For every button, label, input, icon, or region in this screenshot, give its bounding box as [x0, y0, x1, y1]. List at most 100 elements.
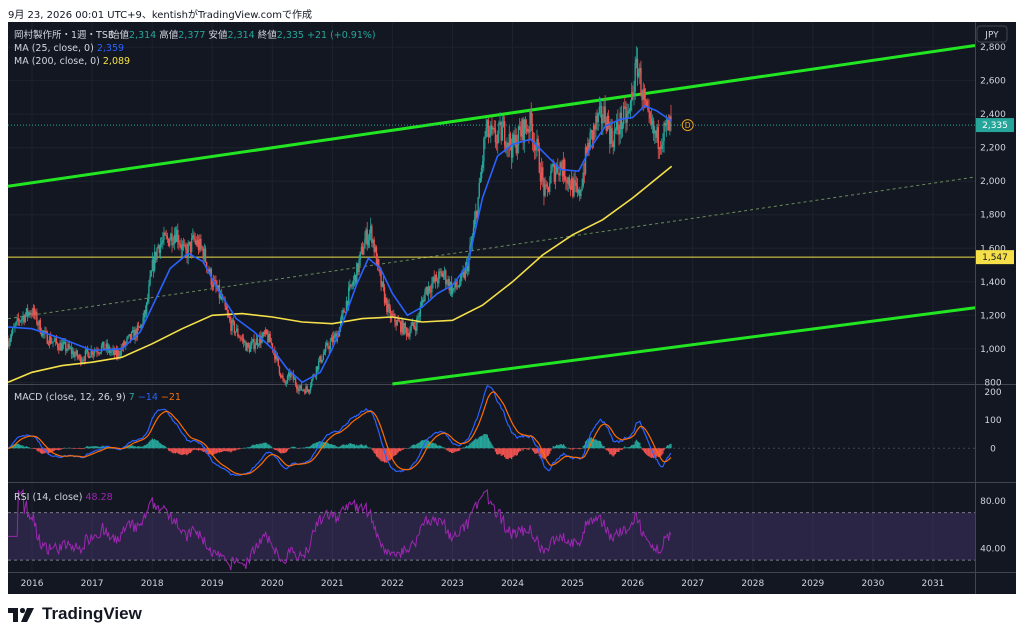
macd-histogram-bar — [432, 442, 434, 449]
macd-histogram-bar — [84, 447, 86, 449]
macd-histogram-bar — [146, 444, 148, 449]
candle-body — [529, 109, 531, 133]
macd-histogram-bar — [427, 440, 430, 449]
candle-body — [106, 343, 109, 351]
candle-body — [151, 259, 154, 272]
candle-body — [396, 319, 398, 326]
tradingview-logo[interactable]: TradingView — [8, 604, 142, 624]
macd-histogram-bar — [382, 448, 384, 462]
macd-histogram-bar — [191, 448, 193, 452]
candle-body — [351, 285, 353, 287]
candle-body — [570, 178, 573, 190]
macd-histogram-bar — [290, 447, 292, 449]
candle-body — [528, 129, 530, 133]
macd-histogram-bar — [46, 448, 48, 454]
candle-body — [448, 279, 450, 291]
candle-body — [55, 338, 58, 344]
macd-histogram-bar — [461, 448, 463, 449]
candle-body — [658, 147, 661, 150]
macd-histogram-bar — [139, 446, 141, 449]
candle-body — [259, 335, 261, 345]
candle-body — [562, 159, 565, 177]
candle-body — [580, 189, 582, 197]
candle-body — [632, 92, 634, 97]
channel-upper-line — [7, 43, 976, 188]
macd-histogram-bar — [515, 448, 517, 456]
candle-body — [264, 329, 267, 334]
candle-body — [233, 321, 236, 334]
macd-histogram-bar — [149, 440, 151, 449]
macd-histogram-bar — [535, 448, 537, 454]
candle-body — [175, 229, 178, 242]
candle-body — [514, 135, 516, 144]
macd-histogram-bar — [534, 448, 536, 454]
macd-histogram-bar — [358, 445, 360, 449]
macd-histogram-bar — [298, 448, 300, 449]
macd-histogram-bar — [650, 448, 652, 458]
macd-histogram-bar — [572, 448, 574, 450]
candle-body — [212, 280, 215, 288]
macd-histogram-bar — [450, 448, 453, 454]
macd-histogram-bar — [29, 447, 31, 449]
candle-body — [408, 332, 410, 337]
macd-histogram-bar — [357, 445, 359, 449]
macd-histogram-bar — [231, 448, 233, 452]
candle-body — [82, 359, 84, 361]
candle-body — [308, 390, 311, 393]
macd-histogram-bar — [459, 448, 461, 451]
chart-svg[interactable]: D 2,800 2,600 2,400 2,200 2,000 1,800 1,600 1,4… — [7, 22, 1016, 594]
macd-histogram-bar — [400, 448, 402, 452]
candle-body — [67, 344, 69, 350]
macd-histogram-bar — [562, 444, 565, 449]
candle-body — [602, 121, 604, 124]
macd-histogram-bar — [454, 448, 456, 452]
macd-histogram-bar — [356, 444, 358, 449]
candle-body — [182, 244, 185, 246]
candle-body — [296, 384, 298, 390]
candle-body — [318, 361, 320, 370]
candle-body — [629, 101, 632, 111]
macd-histogram-bar — [169, 448, 171, 452]
rsi-line — [8, 488, 672, 571]
candle-body — [46, 331, 48, 344]
legend-high-label: 高値 — [159, 29, 179, 41]
candle-body — [575, 182, 577, 186]
macd-histogram-bar — [438, 445, 440, 449]
candle-body — [659, 147, 662, 149]
candle-body — [620, 112, 623, 130]
candle-body — [156, 248, 158, 260]
macd-histogram-bar — [529, 447, 531, 449]
macd-histogram-bar — [591, 438, 594, 449]
candle-body — [105, 343, 107, 349]
macd-histogram-bar — [83, 448, 85, 449]
candle-body — [560, 162, 562, 168]
macd-histogram-bar — [410, 446, 412, 449]
candle-body — [378, 258, 380, 268]
candle-body — [163, 232, 165, 241]
candle-body — [93, 350, 96, 354]
candle-body — [170, 233, 172, 241]
candle-body — [200, 238, 202, 247]
candle-body — [127, 335, 129, 338]
macd-histogram-bar — [112, 448, 114, 449]
macd-histogram-bar — [94, 446, 96, 449]
macd-histogram-bar — [514, 448, 516, 455]
candle-body — [81, 360, 83, 364]
rsi-legend-value: 48.28 — [86, 492, 113, 503]
macd-histogram-bar — [22, 445, 24, 449]
candle-body — [187, 244, 189, 259]
candle-body — [241, 338, 244, 340]
currency-button[interactable]: JPY — [976, 25, 1008, 43]
candle-body — [80, 355, 82, 364]
macd-histogram-bar — [349, 443, 351, 449]
macd-histogram-bar — [17, 443, 19, 449]
candle-body — [231, 319, 233, 331]
macd-histogram-bar — [468, 445, 470, 449]
candle-body — [661, 145, 663, 149]
candle-body — [483, 138, 485, 162]
candle-body — [9, 338, 12, 342]
candle-body — [612, 143, 614, 148]
candle-body — [239, 337, 241, 339]
candle-body — [321, 359, 323, 363]
macd-histogram-bar — [247, 447, 249, 449]
